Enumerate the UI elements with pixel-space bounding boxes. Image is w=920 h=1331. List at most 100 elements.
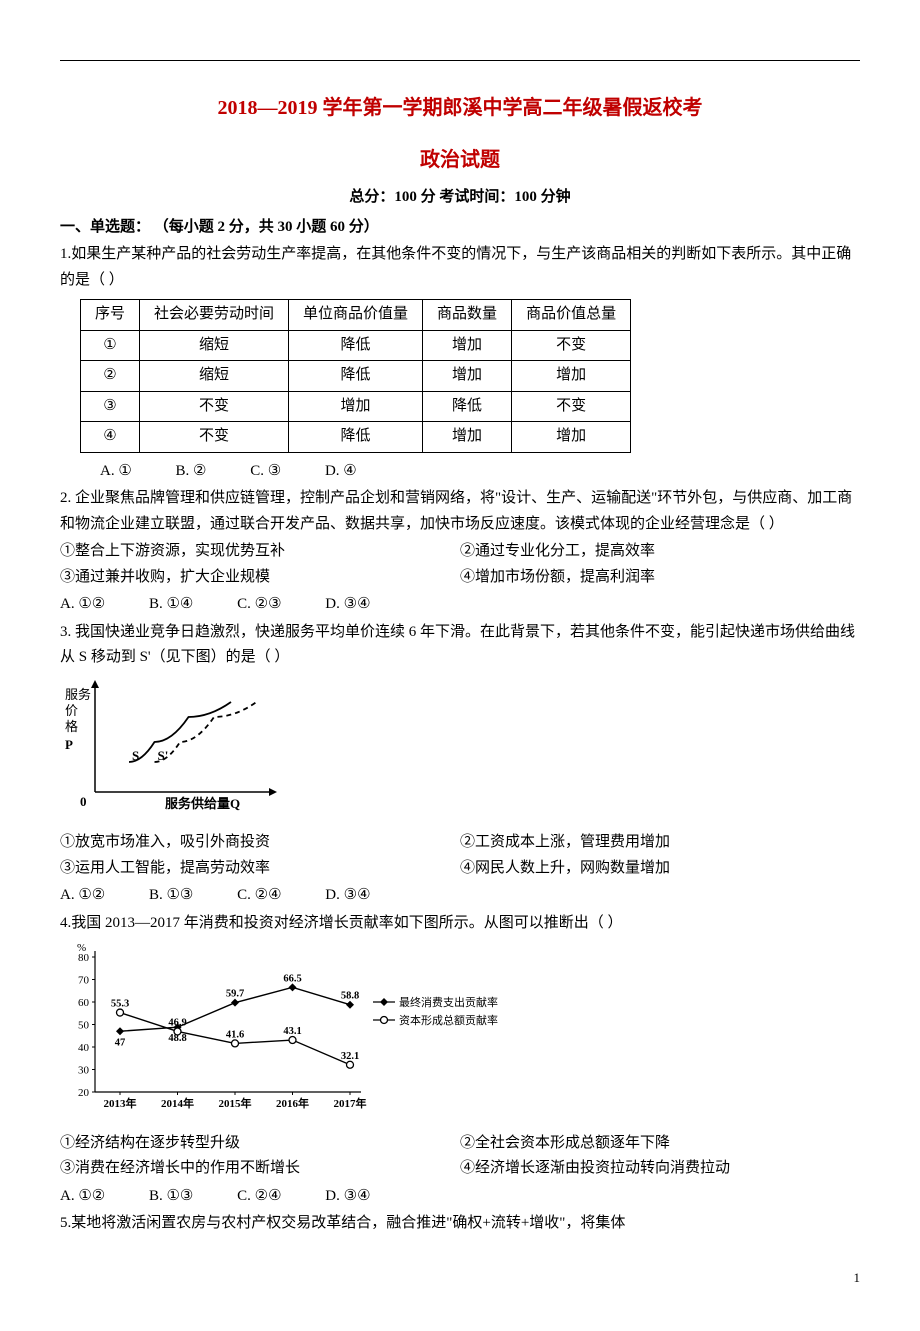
- q5-stem: 5.某地将激活闲置农房与农村产权交易改革结合，融合推进"确权+流转+增收"，将集…: [60, 1211, 860, 1237]
- svg-text:59.7: 59.7: [226, 989, 244, 1000]
- stmt: ④网民人数上升，网购数量增加: [460, 856, 860, 882]
- table-row: ① 缩短 降低 增加 不变: [81, 330, 631, 361]
- td: 降低: [289, 422, 423, 453]
- td: 降低: [289, 330, 423, 361]
- svg-text:60: 60: [78, 997, 90, 1009]
- svg-text:最终消费支出贡献率: 最终消费支出贡献率: [399, 995, 498, 1009]
- supply-curve-chart: 服务价格P0服务供给量QSS': [60, 677, 290, 817]
- th: 单位商品价值量: [289, 300, 423, 331]
- q3-statements: ①放宽市场准入，吸引外商投资 ②工资成本上涨，管理费用增加 ③运用人工智能，提高…: [60, 830, 860, 881]
- stmt: ④经济增长逐渐由投资拉动转向消费拉动: [460, 1156, 860, 1182]
- svg-text:55.3: 55.3: [111, 999, 129, 1010]
- exam-title: 2018—2019 学年第一学期郎溪中学高二年级暑假返校考: [60, 91, 860, 125]
- exam-subtitle: 政治试题: [60, 143, 860, 177]
- th: 商品价值总量: [512, 300, 631, 331]
- q1-table: 序号 社会必要劳动时间 单位商品价值量 商品数量 商品价值总量 ① 缩短 降低 …: [80, 299, 631, 453]
- opt-b: B. ②: [176, 463, 207, 479]
- th: 社会必要劳动时间: [140, 300, 289, 331]
- opt-d: D. ③④: [325, 596, 370, 612]
- td: 不变: [512, 330, 631, 361]
- svg-text:格: 格: [65, 719, 78, 734]
- svg-text:41.6: 41.6: [226, 1029, 244, 1040]
- stmt: ④增加市场份额，提高利润率: [460, 565, 860, 591]
- section-1-heading: 一、单选题： （每小题 2 分，共 30 小题 60 分）: [60, 215, 860, 241]
- opt-a: A. ①②: [60, 887, 105, 903]
- opt-b: B. ①③: [149, 887, 193, 903]
- svg-text:70: 70: [78, 975, 90, 987]
- stmt: ②通过专业化分工，提高效率: [460, 539, 860, 565]
- opt-d: D. ③④: [325, 1188, 370, 1204]
- svg-text:2016年: 2016年: [276, 1096, 309, 1110]
- td: ④: [81, 422, 140, 453]
- q3-stem: 3. 我国快递业竞争日趋激烈，快递服务平均单价连续 6 年下滑。在此背景下，若其…: [60, 620, 860, 671]
- svg-text:服务供给量Q: 服务供给量Q: [165, 796, 240, 811]
- td: 降低: [423, 391, 512, 422]
- q4-options: A. ①② B. ①③ C. ②④ D. ③④: [60, 1184, 860, 1210]
- table-row: ② 缩短 降低 增加 增加: [81, 361, 631, 392]
- opt-c: C. ②③: [237, 596, 281, 612]
- q2-statements: ①整合上下游资源，实现优势互补 ②通过专业化分工，提高效率 ③通过兼并收购，扩大…: [60, 539, 860, 590]
- svg-text:46.9: 46.9: [168, 1017, 186, 1028]
- table-row: ③ 不变 增加 降低 不变: [81, 391, 631, 422]
- table-row: ④ 不变 降低 增加 增加: [81, 422, 631, 453]
- th: 商品数量: [423, 300, 512, 331]
- opt-d: D. ④: [325, 463, 357, 479]
- td: ①: [81, 330, 140, 361]
- svg-text:S: S: [132, 748, 139, 763]
- q4-stem: 4.我国 2013—2017 年消费和投资对经济增长贡献率如下图所示。从图可以推…: [60, 911, 860, 937]
- opt-a: A. ①: [100, 463, 132, 479]
- opt-c: C. ②④: [237, 1188, 281, 1204]
- td: 增加: [423, 330, 512, 361]
- svg-text:价: 价: [65, 703, 78, 718]
- table-header-row: 序号 社会必要劳动时间 单位商品价值量 商品数量 商品价值总量: [81, 300, 631, 331]
- td: 增加: [423, 422, 512, 453]
- top-rule: [60, 60, 860, 61]
- exam-meta: 总分：100 分 考试时间：100 分钟: [60, 185, 860, 211]
- opt-d: D. ③④: [325, 887, 370, 903]
- opt-c: C. ②④: [237, 887, 281, 903]
- page-number: 1: [60, 1267, 860, 1289]
- svg-text:P: P: [65, 737, 73, 752]
- q2-options: A. ①② B. ①④ C. ②③ D. ③④: [60, 592, 860, 618]
- stmt: ③消费在经济增长中的作用不断增长: [60, 1156, 460, 1182]
- td: 不变: [140, 422, 289, 453]
- q2-stem: 2. 企业聚焦品牌管理和供应链管理，控制产品企划和营销网络，将"设计、生产、运输…: [60, 486, 860, 537]
- stmt: ①整合上下游资源，实现优势互补: [60, 539, 460, 565]
- q3-chart: 服务价格P0服务供给量QSS': [60, 677, 860, 827]
- td: 降低: [289, 361, 423, 392]
- svg-text:资本形成总额贡献率: 资本形成总额贡献率: [399, 1013, 498, 1027]
- opt-c: C. ③: [250, 463, 281, 479]
- th: 序号: [81, 300, 140, 331]
- td: 不变: [140, 391, 289, 422]
- q4-chart: 20304050607080%2013年2014年2015年2016年2017年…: [60, 942, 860, 1127]
- q1-options: A. ① B. ② C. ③ D. ④: [100, 459, 860, 485]
- svg-text:2015年: 2015年: [219, 1096, 252, 1110]
- td: 不变: [512, 391, 631, 422]
- opt-a: A. ①②: [60, 1188, 105, 1204]
- svg-text:2017年: 2017年: [334, 1096, 367, 1110]
- td: 增加: [423, 361, 512, 392]
- q4-statements: ①经济结构在逐步转型升级 ②全社会资本形成总额逐年下降 ③消费在经济增长中的作用…: [60, 1131, 860, 1182]
- svg-text:50: 50: [78, 1020, 90, 1032]
- svg-text:43.1: 43.1: [283, 1026, 301, 1037]
- td: 增加: [289, 391, 423, 422]
- svg-text:2013年: 2013年: [104, 1096, 137, 1110]
- td: 增加: [512, 422, 631, 453]
- opt-b: B. ①④: [149, 596, 193, 612]
- opt-a: A. ①②: [60, 596, 105, 612]
- td: ②: [81, 361, 140, 392]
- td: 缩短: [140, 330, 289, 361]
- svg-text:S': S': [158, 748, 169, 763]
- stmt: ③运用人工智能，提高劳动效率: [60, 856, 460, 882]
- stmt: ②全社会资本形成总额逐年下降: [460, 1131, 860, 1157]
- svg-text:32.1: 32.1: [341, 1051, 359, 1062]
- svg-text:2014年: 2014年: [161, 1096, 194, 1110]
- svg-text:0: 0: [80, 794, 87, 809]
- svg-text:%: %: [77, 942, 86, 954]
- td: ③: [81, 391, 140, 422]
- svg-text:20: 20: [78, 1087, 90, 1099]
- stmt: ①经济结构在逐步转型升级: [60, 1131, 460, 1157]
- svg-text:58.8: 58.8: [341, 991, 359, 1002]
- svg-text:30: 30: [78, 1065, 90, 1077]
- stmt: ②工资成本上涨，管理费用增加: [460, 830, 860, 856]
